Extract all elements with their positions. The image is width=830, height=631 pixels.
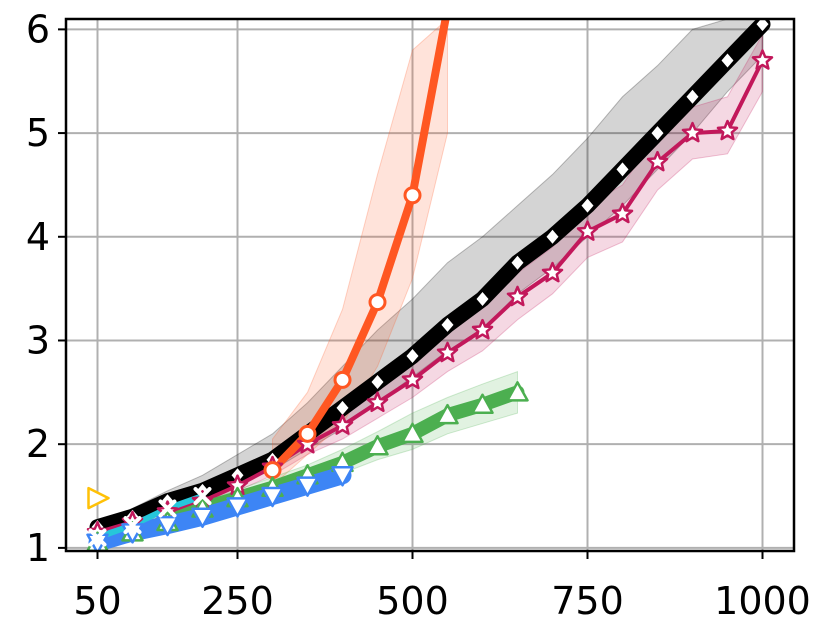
y-tick-label: 1 <box>26 526 50 570</box>
data-point-1-7 <box>331 414 354 435</box>
data-point-0-19 <box>756 19 769 32</box>
data-point-1-10 <box>436 341 459 363</box>
data-point-4-4 <box>226 497 249 518</box>
x-axis: 50 250 500 750 1000 <box>73 551 811 623</box>
y-tick-label: 5 <box>26 111 50 155</box>
data-point-1-14 <box>576 220 599 241</box>
data-point-1-19 <box>751 49 774 70</box>
plot-frame <box>64 17 796 553</box>
data-point-3-11 <box>471 393 494 415</box>
data-point-5-1 <box>123 516 142 535</box>
y-tick-label: 3 <box>26 318 50 362</box>
data-point-1-9 <box>401 368 424 390</box>
x-tick-label: 50 <box>73 579 121 623</box>
data-point-4-6 <box>296 476 319 497</box>
data-point-1-16 <box>646 150 669 172</box>
data-point-4-5 <box>261 486 284 508</box>
data-point-3-8 <box>366 435 389 456</box>
x-tick-label: 250 <box>201 579 274 623</box>
data-point-4-2 <box>156 515 179 537</box>
data-point-1-8 <box>366 391 389 413</box>
data-point-6-0 <box>87 486 110 510</box>
data-point-2-5 <box>440 1 455 16</box>
data-point-0-7 <box>336 400 349 415</box>
data-point-1-13 <box>541 261 564 283</box>
data-point-0-17 <box>686 89 699 104</box>
data-point-0-12 <box>511 255 524 270</box>
data-point-1-12 <box>506 285 529 307</box>
y-tick-label: 6 <box>26 7 50 51</box>
data-point-1-18 <box>716 119 739 141</box>
y-axis: 1 2 3 4 5 6 <box>26 7 66 570</box>
x-tick-label: 500 <box>376 579 449 623</box>
y-tick-label: 2 <box>26 422 50 466</box>
data-point-0-9 <box>406 349 419 364</box>
y-tick-label: 4 <box>26 215 50 259</box>
data-point-0-11 <box>476 292 489 306</box>
series-markers <box>86 1 774 551</box>
data-point-4-7 <box>331 466 354 487</box>
x-tick-label: 750 <box>551 579 624 623</box>
data-point-5-3 <box>193 487 212 506</box>
data-point-0-10 <box>441 317 454 332</box>
data-point-1-15 <box>611 202 634 224</box>
gridlines <box>66 19 794 551</box>
data-point-0-18 <box>721 53 734 68</box>
data-point-0-13 <box>546 229 559 244</box>
data-point-0-8 <box>371 374 384 389</box>
data-point-2-0 <box>263 461 282 480</box>
data-point-3-12 <box>506 381 529 402</box>
data-point-5-0 <box>88 528 107 547</box>
data-point-0-14 <box>581 198 594 213</box>
data-point-5-2 <box>158 499 177 518</box>
data-point-0-16 <box>651 126 664 141</box>
data-point-2-1 <box>298 424 317 443</box>
data-point-4-3 <box>191 507 214 529</box>
x-tick-label: 1000 <box>714 579 811 623</box>
data-point-3-9 <box>401 422 424 444</box>
data-point-1-17 <box>681 121 704 143</box>
data-point-3-10 <box>436 403 459 425</box>
data-point-2-2 <box>333 370 352 389</box>
confidence-band-2 <box>272 19 448 487</box>
data-point-2-3 <box>368 293 387 312</box>
data-point-1-11 <box>471 318 494 340</box>
data-point-1-6 <box>296 432 319 454</box>
series-line-5 <box>94 493 206 541</box>
data-point-0-15 <box>616 162 629 177</box>
data-point-2-4 <box>403 186 422 205</box>
